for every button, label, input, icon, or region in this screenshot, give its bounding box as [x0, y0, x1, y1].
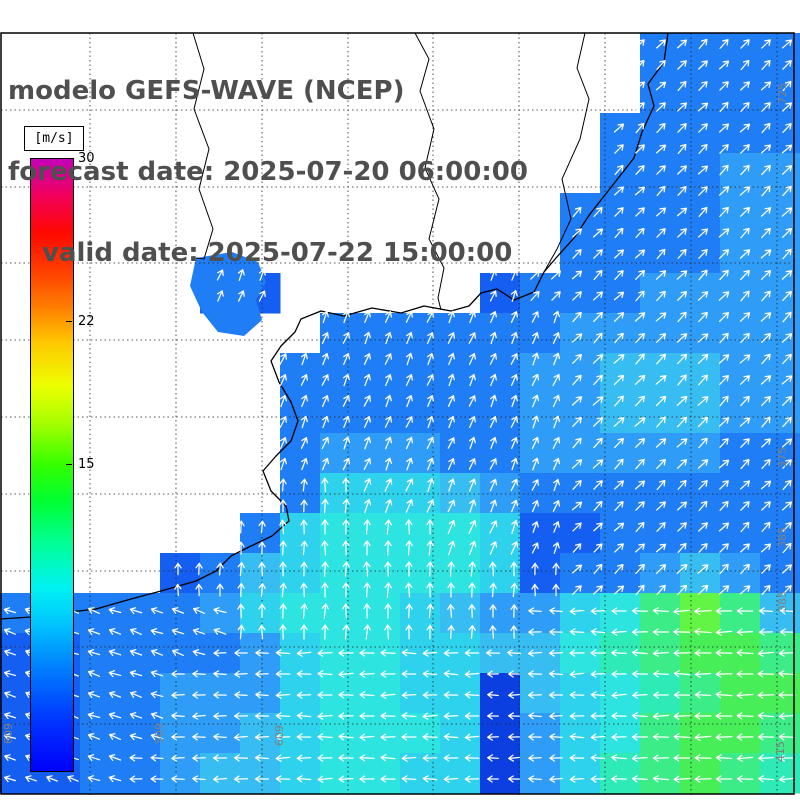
title-block: modelo GEFS-WAVE (NCEP) forecast date: 2…	[8, 24, 528, 321]
contour-label: 375	[776, 447, 789, 468]
contour-label: 609	[2, 723, 15, 744]
contour-label: 415	[774, 741, 787, 762]
valid-date: valid date: 2025-07-22 15:00:00	[42, 238, 513, 268]
contour-label: 725	[776, 83, 789, 104]
wind-arrows	[3, 38, 796, 783]
colorbar-unit-label: [m/s]	[24, 126, 84, 151]
grid-lines	[1, 33, 794, 795]
colorbar-tick-mark	[66, 321, 72, 323]
contour-label: 385	[776, 591, 789, 612]
colorbar-tick-label: 30	[78, 151, 95, 166]
contour-label: 509	[153, 723, 166, 744]
colorbar-tick-mark	[66, 158, 72, 159]
colorbar-tick-mark	[66, 464, 72, 465]
contour-labels: 725 375 385 385 415 609 509 609	[2, 83, 789, 762]
contour-label: 609	[273, 725, 286, 746]
colorbar-gradient	[30, 158, 74, 772]
colorbar-tick-label: 15	[78, 457, 95, 472]
model-title: modelo GEFS-WAVE (NCEP)	[8, 76, 405, 106]
contour-label: 385	[776, 527, 789, 548]
map-frame	[0, 32, 795, 795]
country-borders	[192, 32, 590, 311]
coastline	[0, 32, 669, 620]
estuary-water	[190, 252, 266, 336]
colorbar-tick-label: 22	[78, 314, 95, 330]
forecast-date: forecast date: 2025-07-20 06:00:00	[8, 157, 528, 187]
